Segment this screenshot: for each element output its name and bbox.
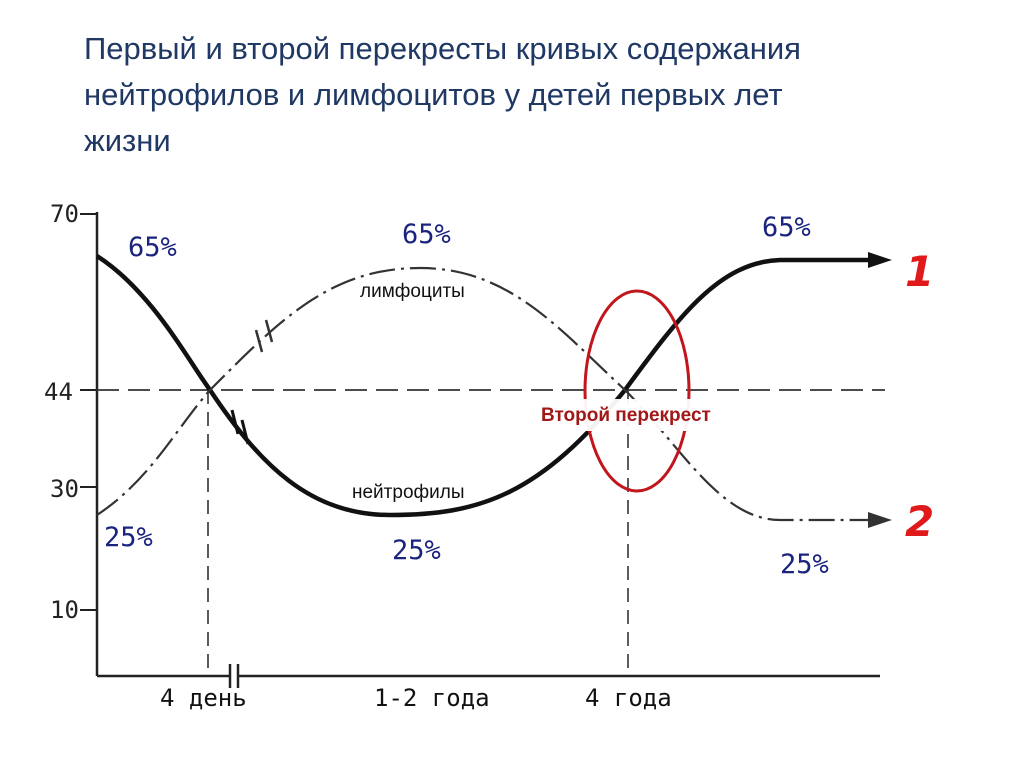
series-label-lymphocytes: лимфоциты bbox=[360, 281, 465, 302]
title-line-3: жизни bbox=[84, 123, 171, 158]
second-crossover-highlight-ellipse bbox=[583, 289, 691, 493]
x-tick-label-1-2-years: 1-2 года bbox=[374, 684, 490, 712]
percent-label-middle-bottom: 25% bbox=[392, 535, 441, 566]
series-line-neutrophils bbox=[95, 254, 870, 518]
series-marker-1: 1 bbox=[905, 247, 934, 296]
y-tick-label-30: 30 bbox=[50, 475, 79, 503]
x-tick-label-4-years: 4 года bbox=[585, 684, 672, 712]
axis-break-gap bbox=[229, 664, 239, 688]
percent-label-right-top: 65% bbox=[762, 212, 811, 243]
lymphocyte-hatch-2 bbox=[264, 319, 274, 343]
x-tick-label-4-day: 4 день bbox=[160, 684, 247, 712]
series-marker-2: 2 bbox=[905, 497, 934, 546]
slide-title: Первый и второй перекресты кривых содерж… bbox=[84, 26, 984, 164]
title-line-2: нейтрофилов и лимфоцитов у детей первых … bbox=[84, 77, 783, 112]
neutrophil-hatch-2 bbox=[240, 419, 250, 445]
y-tick-label-70: 70 bbox=[50, 200, 79, 228]
percent-label-left-bottom: 25% bbox=[104, 522, 153, 553]
lymphocyte-hatch-1 bbox=[254, 329, 264, 353]
neutrophil-arrowhead bbox=[868, 252, 892, 268]
percent-label-right-bottom: 25% bbox=[780, 549, 829, 580]
lymphocyte-arrowhead bbox=[868, 512, 892, 528]
callout-box bbox=[532, 399, 780, 431]
percent-label-middle-top: 65% bbox=[402, 219, 451, 250]
percent-label-left-top: 65% bbox=[128, 232, 177, 263]
y-tick-label-10: 10 bbox=[50, 596, 79, 624]
second-crossover-callout: Второй перекрест bbox=[541, 405, 711, 426]
series-line-lymphocytes bbox=[96, 266, 870, 522]
series-label-neutrophils: нейтрофилы bbox=[352, 482, 465, 503]
y-tick-label-44: 44 bbox=[44, 378, 73, 406]
neutrophil-hatch-1 bbox=[230, 409, 240, 435]
title-line-1: Первый и второй перекресты кривых содерж… bbox=[84, 31, 801, 66]
